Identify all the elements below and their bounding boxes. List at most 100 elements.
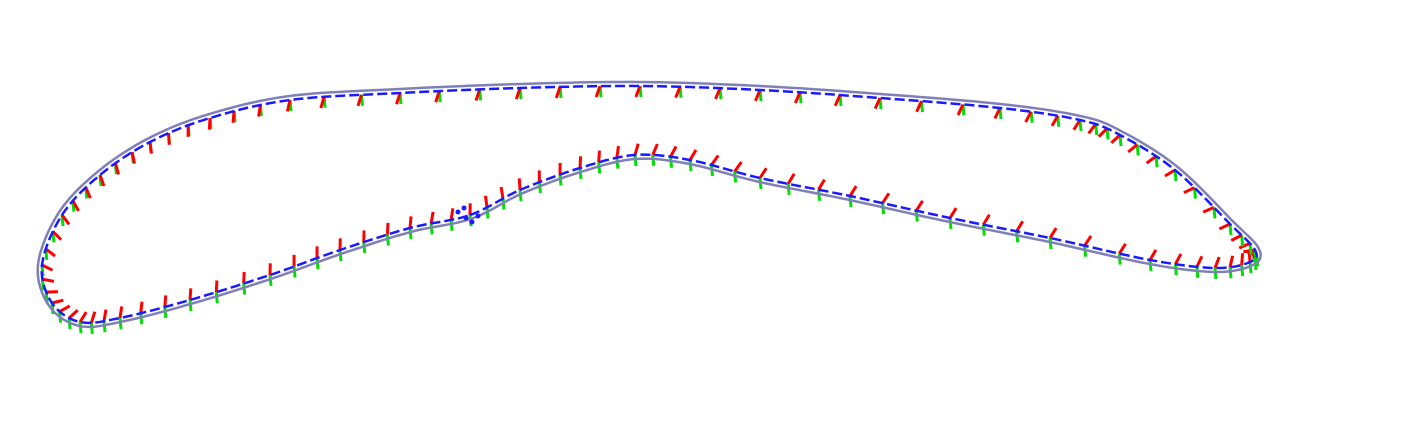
frame-y-axis bbox=[786, 183, 791, 195]
pose-frame bbox=[186, 125, 191, 137]
frame-y-axis bbox=[1148, 259, 1153, 272]
frame-x-axis bbox=[1202, 205, 1215, 214]
frame-y-axis bbox=[1173, 169, 1178, 182]
frame-x-axis bbox=[102, 309, 108, 322]
pose-frame bbox=[84, 186, 92, 199]
frame-x-axis bbox=[633, 143, 640, 156]
pose-frame bbox=[242, 271, 247, 295]
frame-x-axis bbox=[434, 90, 441, 103]
frame-x-axis bbox=[483, 195, 489, 208]
frame-x-axis bbox=[408, 216, 413, 229]
frame-x-axis bbox=[517, 178, 522, 191]
frame-x-axis bbox=[793, 91, 802, 104]
start-cluster-point bbox=[469, 219, 475, 225]
frame-y-axis bbox=[881, 202, 886, 215]
frame-x-axis bbox=[982, 213, 991, 226]
pose-frame bbox=[356, 94, 364, 107]
frame-x-axis bbox=[1127, 143, 1139, 154]
pose-frame bbox=[873, 97, 883, 110]
frame-x-axis bbox=[1183, 186, 1196, 195]
pose-frame bbox=[634, 85, 643, 98]
frame-x-axis bbox=[578, 156, 583, 169]
frame-x-axis bbox=[285, 99, 292, 112]
frame-y-axis bbox=[1154, 156, 1159, 168]
frame-x-axis bbox=[319, 96, 326, 109]
pose-frame bbox=[434, 90, 442, 103]
pose-frame bbox=[1202, 205, 1217, 219]
frame-x-axis bbox=[881, 192, 891, 204]
pose-frame bbox=[714, 87, 723, 100]
frame-x-axis bbox=[356, 94, 363, 107]
pose-frame bbox=[40, 277, 55, 291]
frame-x-axis bbox=[833, 94, 842, 107]
pose-frame bbox=[1087, 123, 1099, 136]
frame-x-axis bbox=[214, 280, 219, 293]
frame-x-axis bbox=[1228, 255, 1235, 268]
frame-y-axis bbox=[429, 223, 434, 235]
frame-x-axis bbox=[58, 304, 71, 313]
pose-frame bbox=[915, 100, 924, 113]
frame-x-axis bbox=[68, 308, 79, 320]
frame-y-axis bbox=[78, 321, 83, 334]
frame-x-axis bbox=[78, 311, 88, 323]
pose-frame bbox=[285, 99, 293, 112]
pose-frame bbox=[292, 254, 297, 278]
pose-frame bbox=[257, 104, 263, 117]
pose-frame bbox=[40, 263, 54, 277]
frame-y-axis bbox=[1240, 235, 1245, 247]
pose-frame bbox=[89, 311, 97, 335]
pose-frame bbox=[207, 117, 213, 130]
frame-x-axis bbox=[1087, 123, 1097, 135]
frame-x-axis bbox=[1083, 235, 1093, 247]
frame-y-axis bbox=[268, 274, 273, 287]
frame-x-axis bbox=[113, 162, 120, 175]
pose-frame bbox=[1097, 127, 1110, 140]
pose-frame bbox=[113, 162, 120, 175]
pose-frame bbox=[163, 295, 168, 319]
pose-frame bbox=[786, 173, 796, 195]
pose-frame bbox=[139, 301, 144, 325]
pose-frame bbox=[758, 167, 768, 190]
pose-frame bbox=[594, 85, 603, 98]
pose-frame bbox=[793, 91, 803, 104]
start-cluster-point bbox=[455, 209, 461, 215]
frame-x-axis bbox=[1238, 242, 1251, 250]
start-cluster-point bbox=[475, 213, 481, 219]
frame-x-axis bbox=[1174, 253, 1183, 265]
frame-y-axis bbox=[1015, 231, 1020, 243]
frame-y-axis bbox=[139, 313, 144, 325]
pose-frame bbox=[948, 207, 958, 230]
pose-frame bbox=[338, 238, 343, 262]
pose-frame bbox=[558, 162, 563, 186]
pose-frame bbox=[1015, 220, 1024, 243]
frame-x-axis bbox=[1050, 114, 1060, 127]
frame-x-axis bbox=[385, 222, 390, 235]
frame-x-axis bbox=[1024, 111, 1033, 123]
pose-frame bbox=[1127, 143, 1140, 156]
pose-frame bbox=[78, 311, 88, 334]
estimated-path-line bbox=[36, 80, 1262, 329]
frame-x-axis bbox=[207, 117, 212, 130]
frame-y-axis bbox=[578, 167, 583, 180]
frame-x-axis bbox=[554, 86, 562, 99]
frame-x-axis bbox=[1110, 133, 1122, 144]
frame-x-axis bbox=[615, 145, 620, 158]
frame-x-axis bbox=[594, 85, 602, 98]
pose-frame bbox=[1117, 242, 1127, 265]
frame-y-axis bbox=[981, 224, 986, 236]
frame-y-axis bbox=[1173, 264, 1178, 276]
frame-x-axis bbox=[597, 150, 601, 163]
frame-y-axis bbox=[1135, 144, 1140, 156]
frame-y-axis bbox=[188, 299, 193, 312]
frame-y-axis bbox=[449, 219, 454, 232]
frame-x-axis bbox=[915, 100, 923, 113]
pose-frame bbox=[1183, 186, 1197, 199]
pose-frame bbox=[537, 170, 542, 194]
frame-y-axis bbox=[242, 283, 247, 295]
frame-x-axis bbox=[786, 173, 796, 185]
pose-frame bbox=[633, 143, 640, 167]
pose-frame bbox=[833, 94, 843, 107]
frame-x-axis bbox=[449, 208, 455, 221]
